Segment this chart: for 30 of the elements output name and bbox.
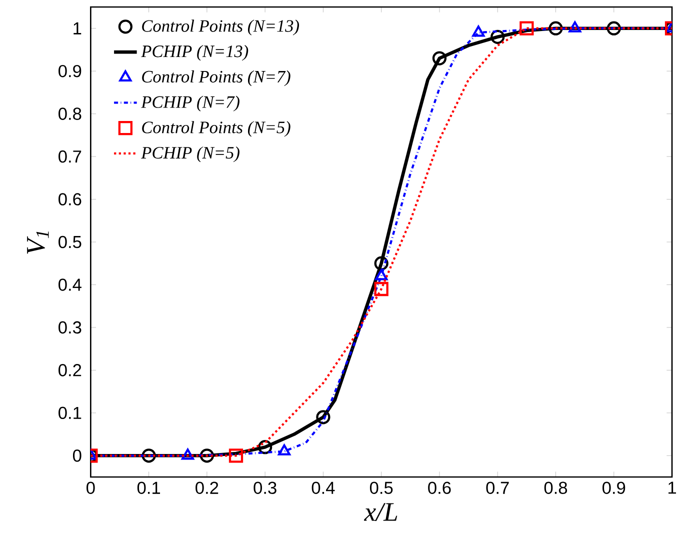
legend-label: PCHIP (N=13) [141,45,248,61]
x-tick-label: 0 [86,482,95,494]
y-tick-label: 0.4 [58,278,82,291]
y-tick-label: 0 [72,449,82,462]
y-tick-label: 0.3 [58,321,82,334]
legend-label: PCHIP (N=7) [141,96,240,112]
x-tick-label: 0.1 [137,482,160,494]
y-tick-label: 0.5 [58,236,82,248]
y-tick-label: 0.9 [58,64,82,78]
x-tick-label: 0.3 [254,482,276,494]
legend-label: Control Points (N=7) [142,70,290,86]
legend-label: Control Points (N=13) [142,20,300,36]
legend-label: PCHIP (N=5) [141,146,240,162]
legend-label: Control Points (N=5) [142,121,290,137]
y-tick-label: 0.1 [58,406,82,420]
x-tick-label: 1 [668,482,676,494]
y-tick-label: 0.8 [58,108,82,120]
x-tick-label: 0.9 [602,482,626,494]
y-tick-label: 0.7 [58,150,82,163]
x-tick-label: 0.2 [196,482,218,494]
x-tick-label: 0.6 [428,482,451,494]
y-tick-label: 1 [74,22,82,34]
x-tick-label: 0.7 [486,482,509,494]
x-tick-label: 0.5 [370,482,393,494]
y-tick-label: 0.6 [58,193,82,206]
y-tick-label: 0.2 [58,364,82,376]
x-axis-title: x/L [364,503,398,521]
y-axis-title: V$_{1}$ [27,232,49,254]
x-tick-label: 0.8 [544,482,568,494]
x-tick-label: 0.4 [312,482,335,494]
